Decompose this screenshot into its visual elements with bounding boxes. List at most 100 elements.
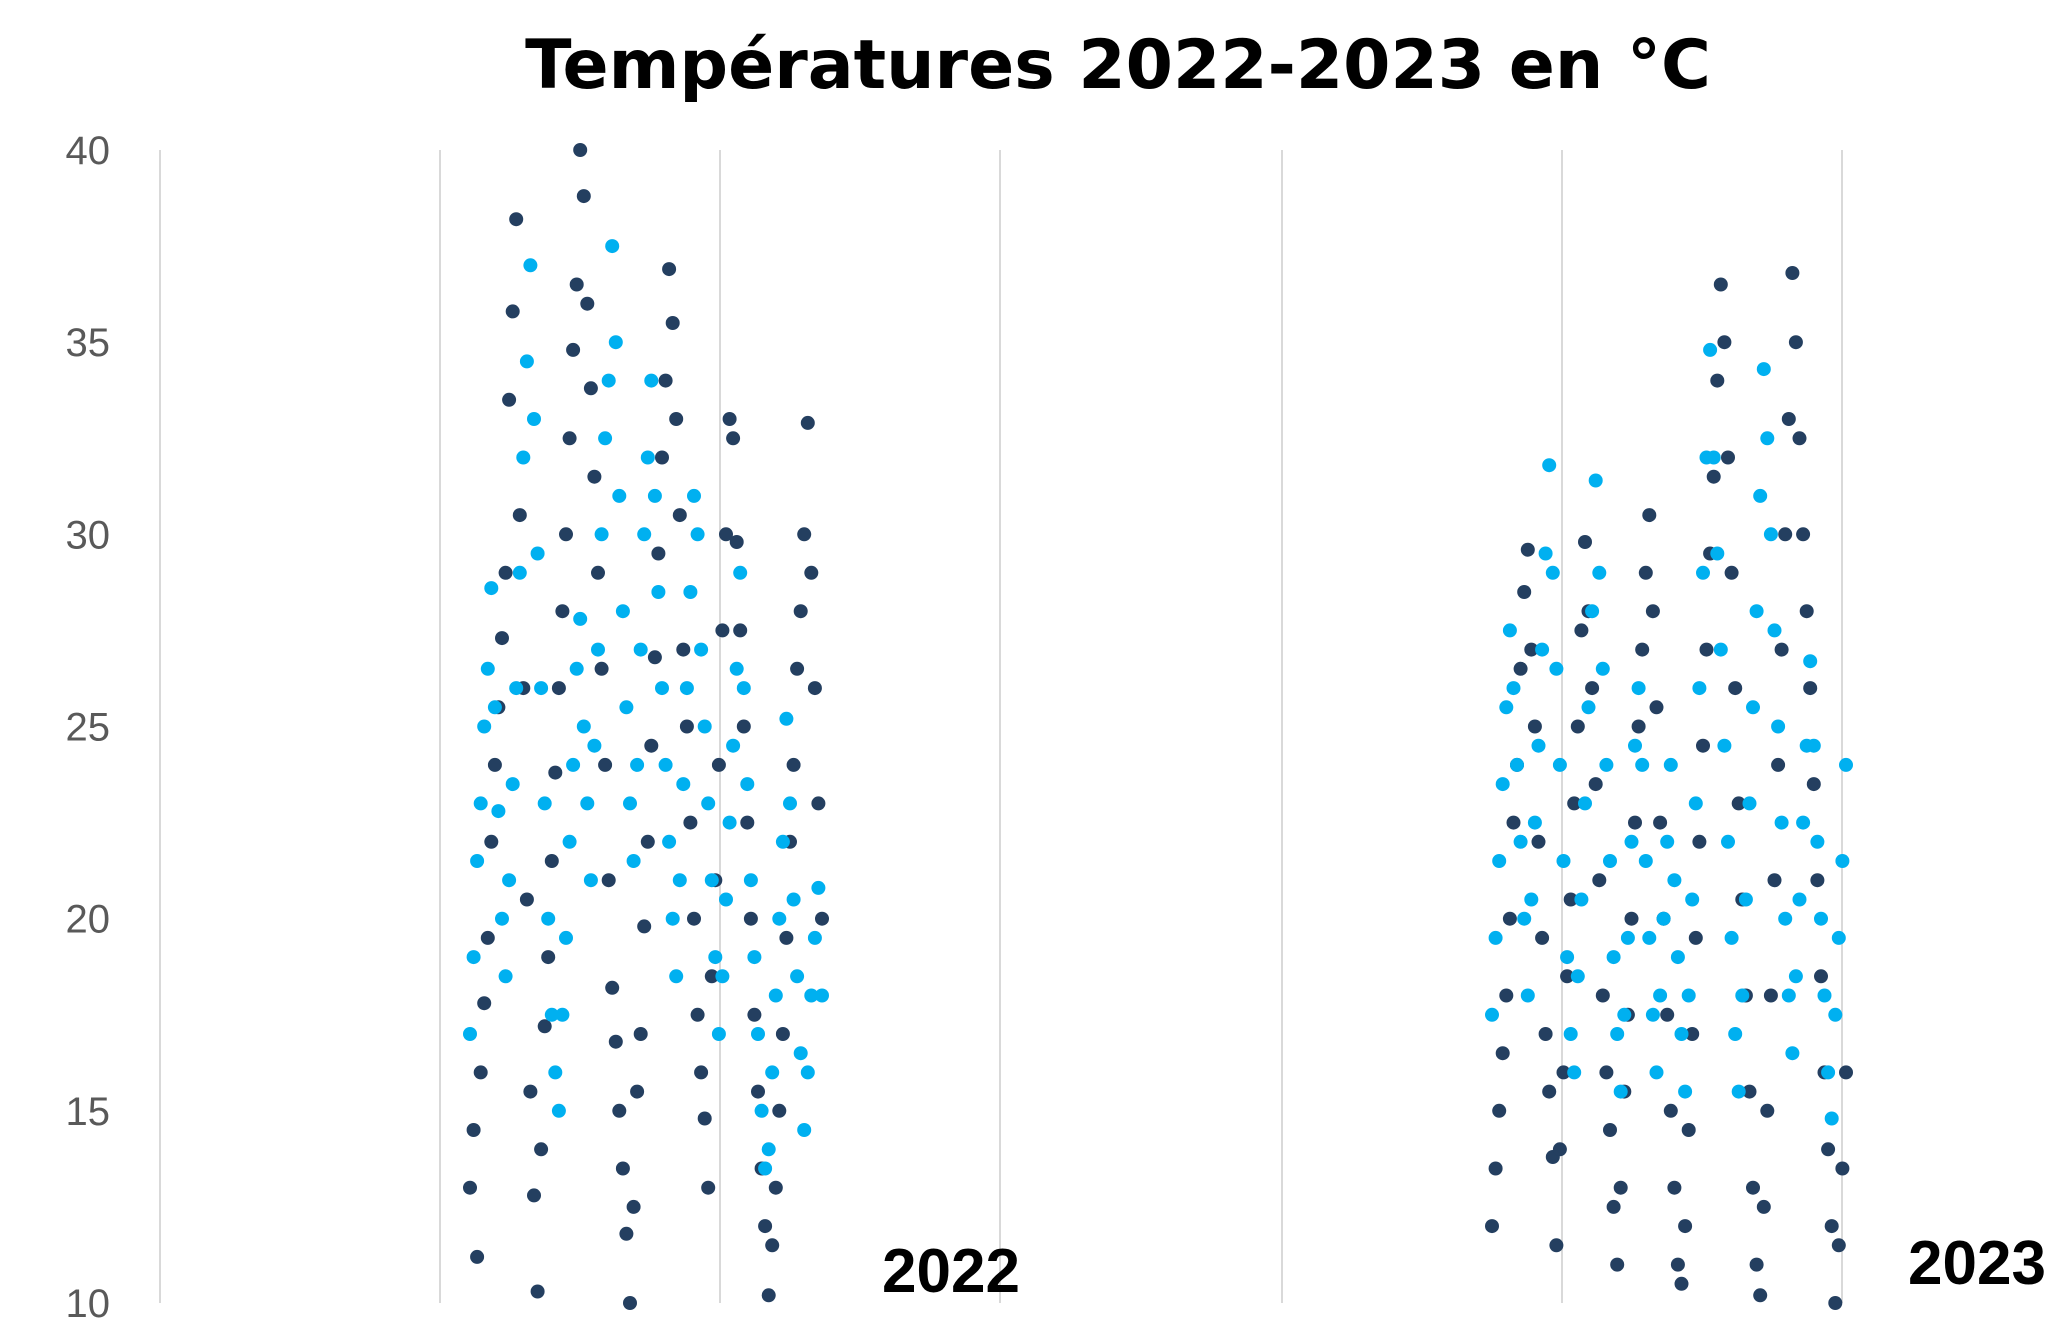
point-s0-2023-14 xyxy=(1535,930,1550,945)
year-label-2023: 2023 xyxy=(1908,1229,2046,1298)
point-s1-2022-31 xyxy=(573,611,588,626)
point-s0-2023-1 xyxy=(1488,1161,1503,1176)
point-s0-2022-39 xyxy=(601,873,616,888)
point-s0-2022-77 xyxy=(736,719,751,734)
point-s1-2022-67 xyxy=(701,796,716,811)
point-s1-2022-41 xyxy=(608,335,623,350)
point-s0-2023-29 xyxy=(1588,777,1603,792)
point-s1-2023-67 xyxy=(1724,930,1739,945)
point-s1-2023-54 xyxy=(1678,1084,1693,1099)
point-s0-2023-21 xyxy=(1560,969,1575,984)
point-s0-2023-43 xyxy=(1638,565,1653,580)
point-s0-2023-73 xyxy=(1746,1180,1760,1195)
point-s0-2023-5 xyxy=(1502,911,1517,926)
point-s1-2022-9 xyxy=(495,911,509,926)
point-s1-2023-45 xyxy=(1645,1007,1660,1022)
point-s0-2023-81 xyxy=(1774,642,1789,657)
y-axis: 10 15 20 25 30 35 40 xyxy=(66,129,111,1326)
point-s1-2023-72 xyxy=(1742,796,1757,811)
point-s0-2022-41 xyxy=(608,1034,623,1049)
point-s0-2022-28 xyxy=(562,431,577,446)
point-s1-2023-83 xyxy=(1781,988,1796,1003)
point-s0-2023-59 xyxy=(1696,738,1710,753)
point-s0-2022-10 xyxy=(498,565,513,580)
point-s0-2022-97 xyxy=(807,681,822,696)
point-s0-2023-97 xyxy=(1831,1238,1846,1253)
point-s1-2023-98 xyxy=(1835,854,1850,868)
point-s1-2023-71 xyxy=(1738,892,1753,907)
point-s0-2023-89 xyxy=(1803,681,1818,696)
point-s1-2022-15 xyxy=(516,450,531,465)
point-s1-2022-72 xyxy=(719,892,733,907)
point-s1-2023-13 xyxy=(1531,738,1546,753)
point-s0-2022-42 xyxy=(612,1103,627,1118)
point-s0-2022-83 xyxy=(758,1219,773,1234)
point-s1-2022-58 xyxy=(669,969,684,984)
point-s0-2022-47 xyxy=(630,1084,645,1099)
point-s1-2022-89 xyxy=(779,711,794,726)
point-s1-2023-66 xyxy=(1721,834,1735,849)
point-s1-2023-20 xyxy=(1556,854,1571,868)
point-s0-2023-65 xyxy=(1717,335,1732,350)
point-s0-2022-14 xyxy=(512,508,527,523)
point-s0-2023-96 xyxy=(1828,1296,1843,1310)
point-s0-2022-62 xyxy=(683,815,698,830)
point-s0-2023-33 xyxy=(1603,1123,1617,1137)
point-s1-2023-17 xyxy=(1545,565,1560,580)
point-s0-2022-96 xyxy=(804,565,819,580)
point-s0-2022-81 xyxy=(751,1084,765,1099)
point-s0-2023-91 xyxy=(1810,873,1825,888)
point-s0-2022-75 xyxy=(729,535,744,549)
point-s1-2023-86 xyxy=(1792,892,1807,907)
point-s1-2022-60 xyxy=(676,777,691,792)
point-s1-2023-59 xyxy=(1696,565,1710,580)
point-s1-2022-65 xyxy=(694,642,709,657)
y-tick-35: 35 xyxy=(66,321,111,365)
point-s0-2023-94 xyxy=(1821,1142,1836,1157)
point-s1-2023-26 xyxy=(1578,796,1592,811)
point-s0-2023-40 xyxy=(1628,815,1642,830)
point-s0-2022-26 xyxy=(555,604,570,619)
point-s0-2022-95 xyxy=(800,415,815,430)
point-s0-2022-1 xyxy=(466,1123,481,1137)
point-s1-2022-96 xyxy=(804,988,819,1003)
point-s0-2023-11 xyxy=(1524,642,1539,657)
point-s1-2023-61 xyxy=(1703,342,1718,357)
point-s0-2022-64 xyxy=(690,1007,705,1022)
point-s0-2022-3 xyxy=(473,1065,488,1080)
point-s0-2023-12 xyxy=(1527,719,1542,734)
point-s1-2023-10 xyxy=(1520,988,1535,1003)
point-s0-2023-57 xyxy=(1688,930,1703,945)
point-s1-2022-25 xyxy=(551,1103,566,1118)
point-s1-2022-35 xyxy=(587,738,602,753)
point-s1-2023-97 xyxy=(1831,930,1846,945)
point-s0-2023-6 xyxy=(1506,815,1521,830)
point-s0-2023-69 xyxy=(1731,796,1746,811)
point-s1-2022-8 xyxy=(491,804,506,819)
point-s0-2022-22 xyxy=(541,950,556,965)
point-s1-2023-38 xyxy=(1620,930,1635,945)
point-s1-2022-13 xyxy=(509,681,524,696)
point-s1-2022-69 xyxy=(708,950,723,965)
point-s0-2022-18 xyxy=(527,1188,541,1203)
point-s1-2022-37 xyxy=(594,527,609,542)
point-s1-2023-46 xyxy=(1649,1065,1664,1080)
point-s0-2023-13 xyxy=(1531,834,1546,849)
point-s0-2022-9 xyxy=(495,631,509,646)
point-s0-2023-35 xyxy=(1610,1257,1625,1272)
point-s0-2023-75 xyxy=(1753,1288,1768,1303)
point-s1-2022-78 xyxy=(740,777,755,792)
point-s1-2023-30 xyxy=(1592,565,1607,580)
point-s1-2022-50 xyxy=(640,450,655,465)
point-s0-2022-99 xyxy=(815,911,829,926)
y-tick-10: 10 xyxy=(66,1282,111,1326)
point-s0-2022-55 xyxy=(658,373,673,388)
point-s0-2023-10 xyxy=(1520,542,1535,557)
point-s0-2023-80 xyxy=(1771,757,1786,772)
point-s0-2023-49 xyxy=(1660,1007,1675,1022)
point-s1-2022-10 xyxy=(498,969,513,984)
point-s0-2023-53 xyxy=(1674,1276,1689,1291)
point-s0-2022-34 xyxy=(583,381,598,396)
point-s1-2022-4 xyxy=(477,719,492,734)
point-s0-2023-28 xyxy=(1585,681,1600,696)
